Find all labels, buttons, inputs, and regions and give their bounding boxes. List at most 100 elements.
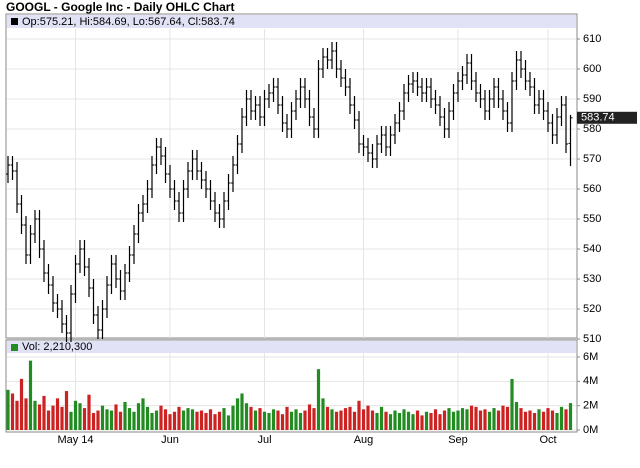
ohlc-bar xyxy=(276,78,280,114)
volume-bar xyxy=(402,409,406,430)
ohlc-bar xyxy=(46,264,51,294)
ohlc-bar xyxy=(271,78,276,102)
volume-bar xyxy=(312,408,316,430)
volume-bar xyxy=(15,400,19,430)
ohlc-bar xyxy=(244,90,249,126)
ohlc-bar xyxy=(123,264,127,300)
volume-bar xyxy=(159,405,163,430)
volume-bar xyxy=(262,411,267,430)
ohlc-bar xyxy=(339,60,343,87)
volume-bar xyxy=(244,403,249,430)
volume-bar xyxy=(483,409,487,430)
volume-bar xyxy=(154,410,159,430)
volume-bar xyxy=(190,409,195,430)
ohlc-bar xyxy=(429,78,433,108)
volume-bar xyxy=(555,412,559,430)
volume-bar xyxy=(168,414,172,430)
volume-bar xyxy=(375,412,379,430)
volume-bar xyxy=(546,408,550,430)
ohlc-bar xyxy=(393,114,397,144)
ohlc-bar xyxy=(478,84,483,108)
volume-bar xyxy=(330,409,334,430)
volume-bar xyxy=(501,405,505,430)
volume-bar xyxy=(366,405,370,430)
ohlc-bar xyxy=(352,96,357,129)
ohlc-bar xyxy=(181,180,186,222)
ohlc-bar xyxy=(231,156,235,192)
volume-bar xyxy=(321,398,325,430)
ohlc-bar xyxy=(204,171,208,198)
volume-bar xyxy=(136,403,141,430)
volume-bar xyxy=(343,408,348,430)
ohlc-bar xyxy=(15,162,19,213)
volume-bar xyxy=(69,411,73,430)
volume-bar xyxy=(271,409,276,430)
ohlc-bar xyxy=(213,192,217,222)
ohlc-bar xyxy=(514,51,519,90)
y-tick-label: 510 xyxy=(583,333,601,345)
volume-bar xyxy=(348,406,352,430)
volume-bar xyxy=(469,405,474,430)
volume-bar xyxy=(514,402,519,430)
ohlc-bar xyxy=(528,72,532,96)
volume-bar xyxy=(87,394,91,430)
ohlc-bar xyxy=(96,306,100,339)
volume-bar xyxy=(51,405,55,430)
ohlc-bar xyxy=(33,210,37,243)
ohlc-bar xyxy=(186,162,190,198)
ohlc-bar xyxy=(334,42,339,78)
volume-bar xyxy=(60,406,64,430)
ohlc-bar xyxy=(109,255,114,294)
x-tick-label: Jun xyxy=(161,434,179,446)
volume-bar xyxy=(280,414,285,430)
ohlc-bar xyxy=(505,102,510,132)
volume-bar xyxy=(294,409,298,430)
volume-bar xyxy=(550,410,555,430)
volume-bar xyxy=(78,403,82,430)
ohlc-bar xyxy=(222,192,226,228)
volume-bar xyxy=(19,378,24,430)
ohlc-bar xyxy=(357,111,361,153)
volume-bar xyxy=(118,411,123,430)
volume-bar xyxy=(505,406,510,430)
ohlc-bar xyxy=(469,54,474,90)
ohlc-bar xyxy=(240,108,244,153)
volume-bar xyxy=(42,395,46,430)
price-header xyxy=(7,15,576,28)
ohlc-bar xyxy=(483,90,487,120)
volume-bar xyxy=(438,414,442,430)
ohlc-bar xyxy=(168,165,172,198)
ohlc-bar xyxy=(546,102,550,132)
volume-bar xyxy=(6,389,10,430)
volume-bar xyxy=(442,410,447,430)
x-tick-label: Aug xyxy=(354,434,374,446)
ohlc-bar xyxy=(69,285,73,342)
ohlc-bar xyxy=(406,75,411,102)
last-price-badge xyxy=(577,111,637,124)
ohlc-bar xyxy=(316,60,321,138)
volume-bar xyxy=(474,406,478,430)
ohlc-bar xyxy=(100,300,105,339)
ohlc-bar xyxy=(159,138,163,165)
y-tick-label: 4M xyxy=(583,375,598,387)
ohlc-bar xyxy=(487,90,492,120)
ohlc-bar xyxy=(438,96,442,126)
volume-bar xyxy=(96,410,100,430)
chart-title: GOOGL - Google Inc - Daily OHLC Chart xyxy=(6,0,234,14)
volume-bar xyxy=(339,410,343,430)
ohlc-bar xyxy=(447,102,451,138)
volume-swatch xyxy=(11,344,18,351)
last-price-label: 583.74 xyxy=(581,112,615,124)
volume-bar xyxy=(393,410,397,430)
ohlc-bar xyxy=(154,138,159,174)
ohlc-bar xyxy=(330,42,334,69)
ohlc-bar xyxy=(523,60,528,90)
y-tick-label: 530 xyxy=(583,273,601,285)
volume-bar xyxy=(253,410,258,430)
ohlc-bar xyxy=(19,195,24,234)
volume-bar xyxy=(37,404,42,430)
volume-bar xyxy=(519,408,523,430)
y-tick-label: 580 xyxy=(583,123,601,135)
volume-bar xyxy=(186,408,190,430)
volume-bar xyxy=(397,412,402,430)
